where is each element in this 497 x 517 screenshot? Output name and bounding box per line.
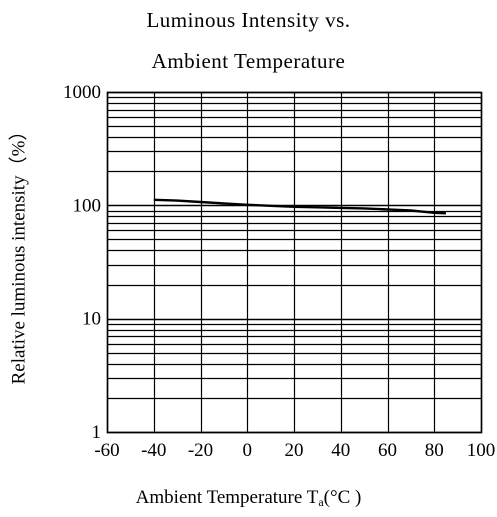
y-tick-label: 100 [73, 195, 102, 216]
x-tick-label: 100 [467, 440, 496, 461]
chart-title-line-2: Ambient Temperature [151, 49, 346, 73]
x-axis-label-main: Ambient Temperature T [135, 487, 319, 508]
x-tick-label: -40 [141, 440, 166, 461]
y-tick-label: 1 [92, 422, 102, 443]
y-tick-label: 10 [82, 309, 101, 330]
plot-frame [106, 91, 483, 434]
x-tick-label: 0 [243, 440, 253, 461]
x-tick-label: 80 [425, 440, 444, 461]
chart-title-line-1: Luminous Intensity vs. [146, 8, 351, 32]
x-tick-label: -60 [94, 440, 119, 461]
x-tick-label: 60 [378, 440, 397, 461]
x-axis-label-subscript: a [318, 495, 324, 509]
y-axis-label-text: Relative luminous intensity（%） [8, 121, 30, 385]
x-tick-label: 40 [331, 440, 350, 461]
x-axis-label: Ambient Temperature Ta(°C ) [0, 487, 497, 510]
x-tick-label: -20 [188, 440, 213, 461]
data-series-line [153, 198, 446, 215]
y-tick-label: 1000 [63, 82, 101, 103]
x-axis-label-unit: (°C ) [323, 487, 362, 508]
x-tick-label: 20 [285, 440, 304, 461]
